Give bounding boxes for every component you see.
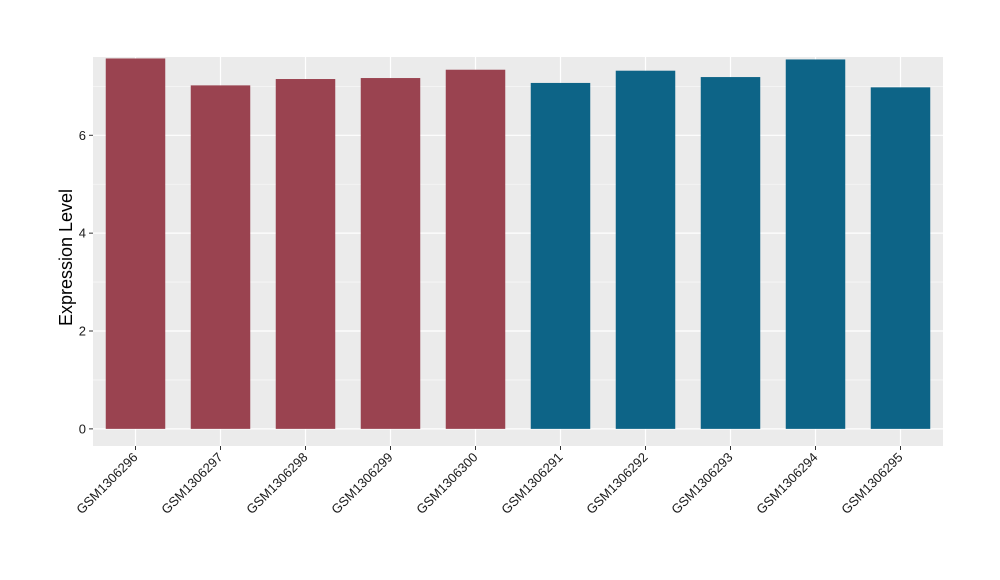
bar-GSM1306295 [870, 87, 931, 429]
x-tick-label: GSM1306294 [753, 450, 820, 517]
y-tick-label: 4 [79, 226, 86, 241]
x-tick-label: GSM1306297 [158, 450, 225, 517]
bar-GSM1306297 [190, 85, 251, 429]
x-tick-label: GSM1306291 [498, 450, 565, 517]
y-axis: 0 2 4 6 [79, 128, 93, 436]
bars [105, 58, 931, 429]
x-tick-label: GSM1306300 [413, 450, 480, 517]
y-tick-label: 6 [79, 128, 86, 143]
x-tick-label: GSM1306296 [73, 450, 140, 517]
bar-GSM1306296 [105, 58, 166, 429]
y-axis-title: Expression Level [56, 189, 76, 326]
bar-GSM1306299 [360, 78, 421, 429]
bar-GSM1306294 [785, 59, 846, 429]
x-tick-label: GSM1306299 [328, 450, 395, 517]
bar-GSM1306300 [445, 69, 506, 429]
x-tick-label: GSM1306292 [583, 450, 650, 517]
y-tick-label: 2 [79, 324, 86, 339]
bar-GSM1306293 [700, 77, 761, 429]
x-tick-label: GSM1306298 [243, 450, 310, 517]
bar-GSM1306291 [530, 82, 591, 429]
x-tick-label: GSM1306295 [838, 450, 905, 517]
x-axis: GSM1306296 GSM1306297 GSM1306298 GSM1306299… [73, 446, 906, 517]
x-tick-label: GSM1306293 [668, 450, 735, 517]
y-tick-label: 0 [79, 421, 86, 436]
bar-GSM1306298 [275, 79, 336, 429]
bar-GSM1306292 [615, 70, 676, 429]
